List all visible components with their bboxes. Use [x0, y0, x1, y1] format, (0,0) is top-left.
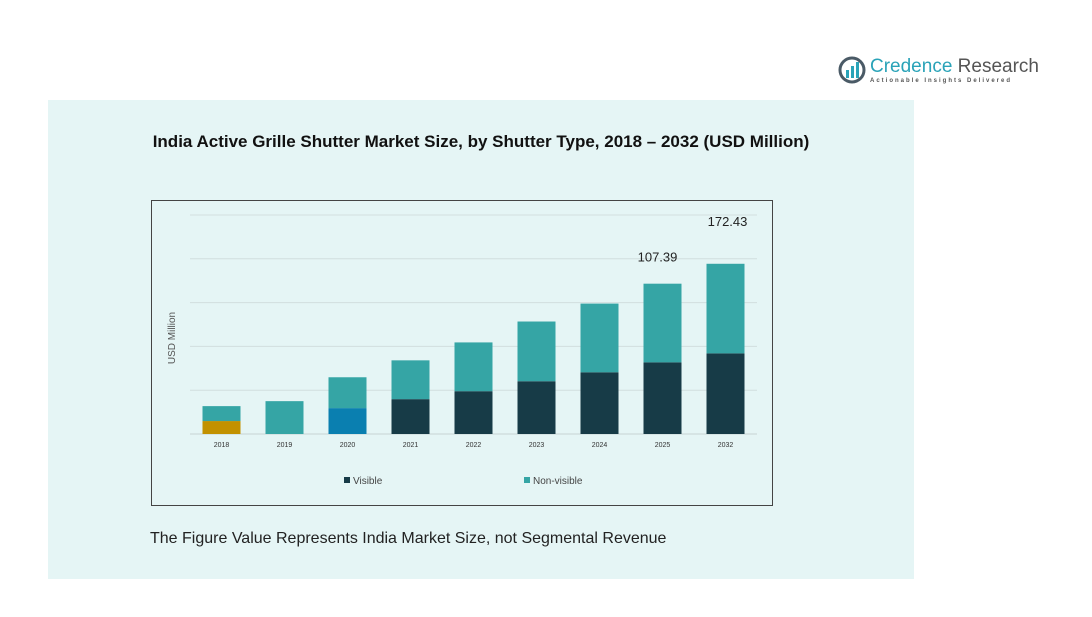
bar-non-visible-2025	[643, 283, 682, 363]
bar-non-visible-2020	[328, 377, 367, 409]
x-tick-label: 2019	[277, 442, 293, 449]
bar-non-visible-2024	[580, 303, 619, 373]
bar-visible-2021	[391, 399, 430, 434]
chart-frame: USD Million 2018 2019 2020 2021 2022 2023 2024 2…	[151, 200, 773, 506]
bar-non-visible-2019	[265, 401, 304, 434]
x-tick-label: 2020	[340, 442, 356, 449]
bar-non-visible-2018	[202, 406, 241, 422]
legend-label-non-visible: Non-visible	[533, 476, 583, 487]
logo-tagline: Actionable Insights Delivered	[870, 78, 1013, 84]
credence-research-logo: Credence Research Actionable Insights De…	[838, 56, 1039, 84]
bar-non-visible-2022	[454, 342, 493, 392]
bar-chart: USD Million 2018 2019 2020 2021 2022 2023 2024 2…	[167, 214, 757, 487]
y-axis-label: USD Million	[167, 312, 178, 364]
bar-visible-2032	[706, 353, 745, 434]
bar-non-visible-2021	[391, 360, 430, 400]
bar-non-visible-2032	[706, 263, 745, 354]
logo-name-2: Research	[952, 56, 1039, 77]
logo-icon	[838, 56, 866, 84]
legend-swatch-non-visible	[524, 477, 530, 483]
bar-visible-2025	[643, 362, 682, 434]
bar-visible-2024	[580, 372, 619, 434]
legend-swatch-visible	[344, 477, 350, 483]
data-label: 172.43	[708, 214, 748, 229]
x-tick-label: 2022	[466, 442, 482, 449]
chart-panel: India Active Grille Shutter Market Size,…	[48, 100, 914, 579]
bar-visible-2022	[454, 391, 493, 434]
chart-title: India Active Grille Shutter Market Size,…	[152, 132, 810, 151]
bar-visible-2018	[202, 421, 241, 434]
legend-label-visible: Visible	[353, 476, 383, 487]
bar-non-visible-2023	[517, 321, 556, 382]
x-tick-label: 2018	[214, 442, 230, 449]
x-tick-label: 2024	[592, 442, 608, 449]
data-label: 107.39	[638, 250, 678, 265]
x-tick-label: 2023	[529, 442, 545, 449]
logo-name: Credence	[870, 56, 953, 77]
x-tick-label: 2021	[403, 442, 419, 449]
x-tick-label: 2032	[718, 442, 734, 449]
bar-visible-2020	[328, 408, 367, 434]
bar-visible-2023	[517, 381, 556, 434]
footnote: The Figure Value Represents India Market…	[150, 530, 667, 547]
x-tick-label: 2025	[655, 442, 671, 449]
